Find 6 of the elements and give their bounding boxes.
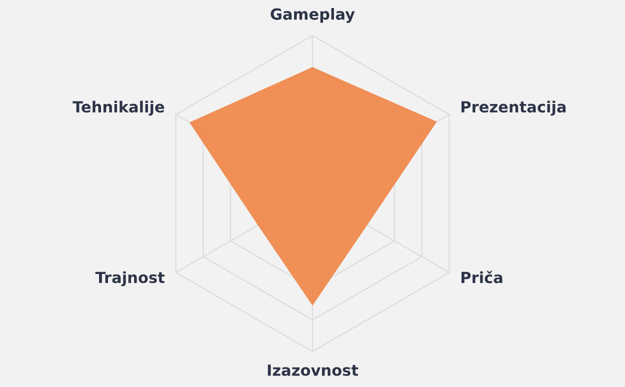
spoke-label: Izazovnost (268, 364, 358, 376)
spoke-label: Tehnikalije (72, 100, 164, 116)
spoke-label: Trajnost (95, 271, 165, 286)
spoke-label: Prezentacija (462, 100, 566, 116)
spoke-label: Priča (462, 270, 502, 284)
spoke-label: Gameplay (270, 8, 355, 23)
